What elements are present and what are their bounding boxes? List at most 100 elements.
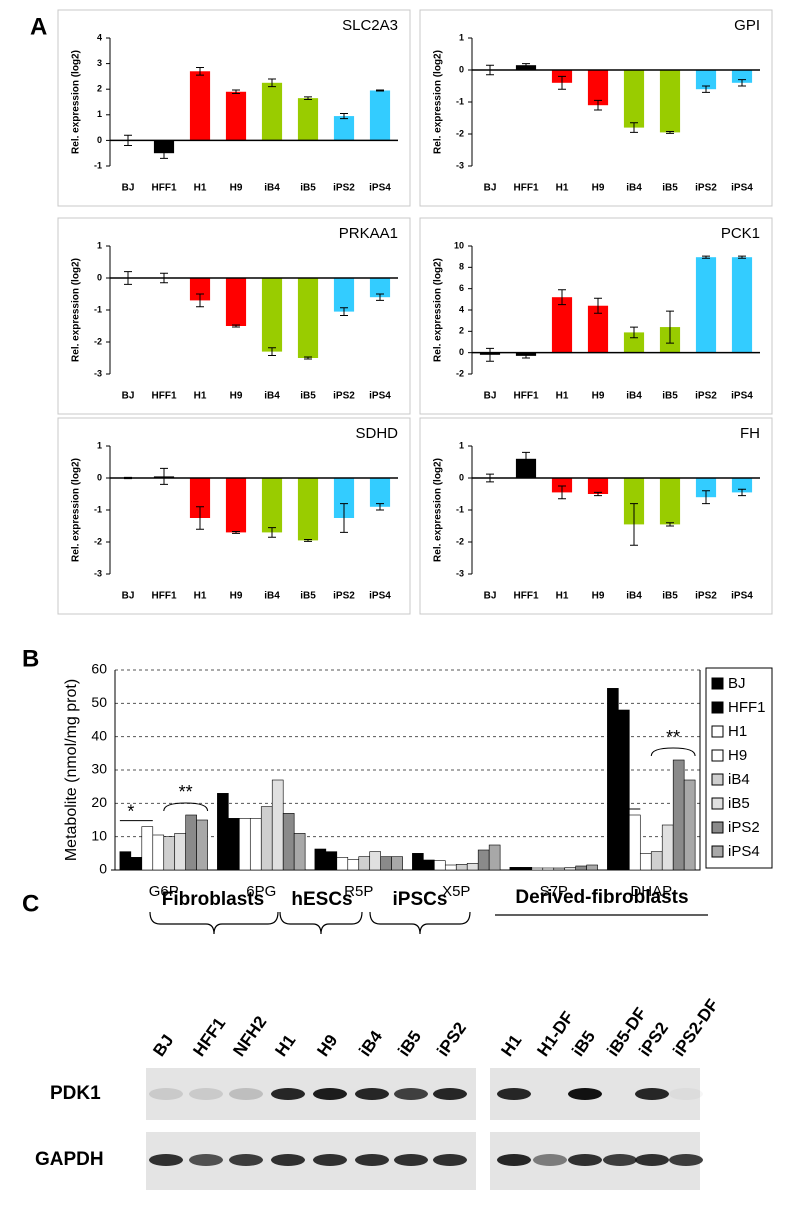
bar — [380, 856, 392, 871]
band — [635, 1088, 669, 1100]
bar — [228, 818, 240, 871]
bar — [623, 478, 645, 525]
x-tick-label: HFF1 — [152, 391, 177, 402]
band — [394, 1154, 428, 1166]
x-tick-label: H1 — [556, 183, 569, 194]
y-axis-label: Rel. expression (log2) — [71, 258, 82, 362]
x-tick-label: H1 — [194, 591, 207, 602]
bar — [297, 98, 319, 141]
bar — [551, 478, 573, 493]
lane-label: H1 — [271, 1031, 299, 1060]
bar — [152, 834, 165, 871]
bar — [271, 779, 284, 871]
group-label: Fibroblasts — [162, 889, 264, 910]
error-bar — [196, 66, 204, 76]
y-tick-label: 4 — [459, 304, 464, 314]
bar — [141, 826, 154, 871]
legend-label: iB5 — [728, 795, 750, 812]
legend-swatch — [711, 701, 724, 714]
x-tick-label: H9 — [592, 183, 605, 194]
x-tick-label: iB5 — [300, 391, 316, 402]
bar — [672, 759, 685, 871]
bar — [391, 856, 403, 871]
bar — [466, 863, 479, 871]
x-tick-label: iPS4 — [369, 183, 391, 194]
band — [189, 1154, 223, 1166]
panel-label: B — [22, 645, 39, 672]
x-tick-label: X5P — [442, 883, 470, 900]
bar — [564, 867, 576, 871]
bar — [369, 851, 381, 871]
error-bar — [268, 347, 276, 356]
annotation: * — [127, 801, 134, 821]
x-tick-label: HFF1 — [152, 591, 177, 602]
y-tick-label: 0 — [459, 64, 464, 74]
y-tick-label: -2 — [94, 336, 102, 346]
x-tick-label: iB4 — [264, 391, 280, 402]
error-bar — [304, 96, 312, 100]
bar — [434, 860, 446, 871]
y-tick-label: -3 — [94, 368, 102, 378]
bar — [695, 478, 717, 498]
legend-swatch — [711, 821, 724, 834]
y-tick-label: -3 — [456, 160, 464, 170]
chart-title: FH — [740, 425, 760, 442]
legend-label: iPS4 — [728, 843, 760, 860]
y-tick-label: -2 — [456, 368, 464, 378]
band — [313, 1088, 347, 1100]
y-tick-label: 0 — [99, 861, 107, 877]
x-tick-label: H9 — [230, 391, 243, 402]
bar — [358, 856, 371, 871]
group-label: iPSCs — [393, 889, 448, 910]
band — [497, 1088, 531, 1100]
bar — [189, 71, 211, 141]
y-axis-label: Rel. expression (log2) — [433, 258, 444, 362]
bar — [731, 70, 753, 83]
legend-swatch — [711, 749, 724, 762]
bar — [661, 824, 674, 871]
y-axis-label: Metabolite (nmol/mg prot) — [63, 679, 80, 861]
y-axis-label: Rel. expression (log2) — [433, 50, 444, 154]
bar — [260, 806, 273, 871]
bar — [369, 478, 391, 507]
brace — [149, 911, 279, 935]
x-tick-label: iB5 — [300, 183, 316, 194]
y-tick-label: 1 — [97, 240, 102, 250]
error-bar — [522, 451, 530, 466]
band — [229, 1154, 263, 1166]
lane-label: BJ — [149, 1031, 177, 1060]
error-bar — [340, 307, 348, 316]
error-bar — [666, 310, 674, 344]
bar — [119, 851, 132, 871]
y-axis-label: Rel. expression (log2) — [71, 458, 82, 562]
plot-frame — [114, 670, 701, 871]
bar — [629, 814, 641, 871]
y-tick-label: 2 — [459, 326, 464, 336]
x-tick-label: iPS4 — [369, 591, 391, 602]
row-label: GAPDH — [35, 1149, 104, 1170]
x-tick-label: S7P — [540, 883, 568, 900]
y-tick-label: -1 — [94, 160, 102, 170]
x-tick-label: H9 — [592, 591, 605, 602]
bar — [731, 478, 753, 493]
bar — [509, 867, 522, 871]
bar — [163, 836, 176, 871]
error-bar — [558, 289, 566, 306]
error-bar — [630, 503, 638, 546]
x-tick-label: BJ — [484, 391, 497, 402]
y-tick-label: -2 — [94, 536, 102, 546]
error-bar — [232, 324, 240, 328]
x-tick-label: G6P — [149, 883, 179, 900]
y-tick-label: 20 — [91, 794, 107, 810]
y-tick-label: 6 — [459, 283, 464, 293]
y-tick-label: -1 — [94, 304, 102, 314]
y-axis-label: Rel. expression (log2) — [71, 50, 82, 154]
legend-label: iPS2 — [728, 819, 760, 836]
y-tick-label: -2 — [456, 128, 464, 138]
error-bar — [702, 490, 710, 505]
x-tick-label: H1 — [194, 183, 207, 194]
bar — [618, 709, 630, 871]
band — [533, 1154, 567, 1166]
x-tick-label: iPS4 — [731, 183, 753, 194]
error-bar — [558, 75, 566, 90]
